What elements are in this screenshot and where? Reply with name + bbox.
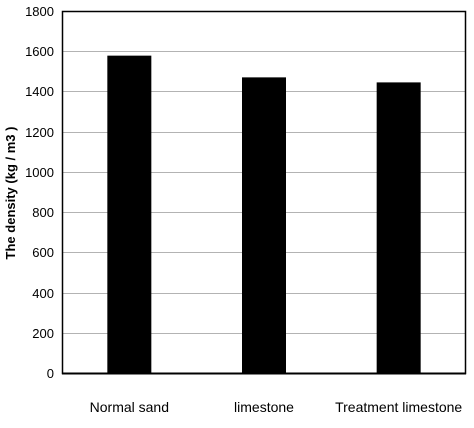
- axes: [61, 10, 467, 375]
- y-tick-label: 800: [32, 205, 54, 220]
- bar-limestone: [242, 77, 286, 373]
- y-tick-label: 1400: [25, 84, 54, 99]
- y-tick-label: 1000: [25, 165, 54, 180]
- y-tick-label: 400: [32, 286, 54, 301]
- bar-treatment-limestone: [376, 82, 421, 374]
- y-tick-label: 0: [47, 366, 54, 381]
- x-tick-labels: Normal sand limestone Treatment limestone: [90, 399, 463, 415]
- y-tick-label: 1600: [25, 44, 54, 59]
- x-tick-label: Treatment limestone: [335, 399, 462, 415]
- y-tick-label: 600: [32, 245, 54, 260]
- y-tick-label: 1800: [25, 4, 54, 19]
- bar-normal-sand: [107, 55, 152, 373]
- y-tick-label: 1200: [25, 125, 54, 140]
- bars: [107, 55, 421, 374]
- x-tick-label: Normal sand: [90, 399, 169, 415]
- y-tick-label: 200: [32, 326, 54, 341]
- y-tick-labels: 0 200 400 600 800 1000 1200 1400 1600 1800: [25, 4, 54, 381]
- x-tick-label: limestone: [234, 399, 294, 415]
- y-axis-label: The density (kg / m3 ): [3, 127, 18, 260]
